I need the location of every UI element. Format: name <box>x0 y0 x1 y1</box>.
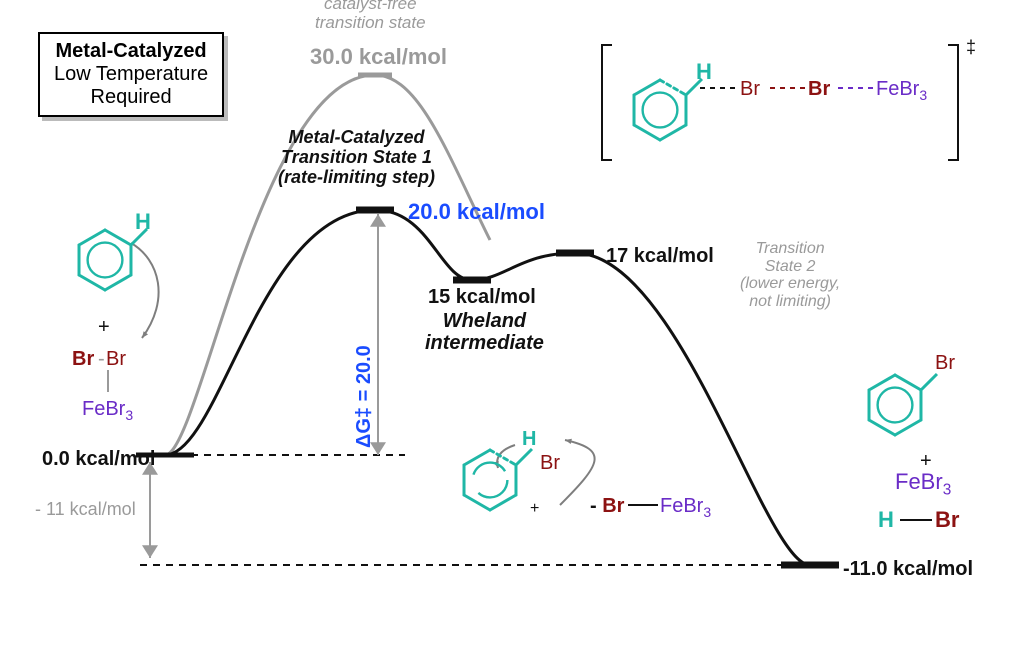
reactant-dash: - <box>98 348 105 370</box>
reactant-plus: + <box>98 316 110 338</box>
product-HBr-Br: Br <box>935 508 959 532</box>
febr3: FeBr3 <box>82 398 133 423</box>
reactant-Br1: Br <box>72 348 94 370</box>
delta-11-label: - 11 kcal/mol <box>35 500 136 520</box>
reactant-H: H <box>135 210 151 234</box>
product-H: H <box>878 508 894 532</box>
ts-Br-b: Br <box>808 78 830 100</box>
caption-intermediate: Wheland intermediate <box>425 310 544 354</box>
level-ts1 <box>356 207 394 214</box>
wheland-minus-Br: - Br <box>590 495 624 517</box>
febr3: FeBr3 <box>876 78 927 103</box>
ts-H: H <box>696 60 712 84</box>
caption-ts2: Transition State 2 (lower energy, not li… <box>740 240 840 310</box>
reactant-Br2: Br <box>106 348 126 370</box>
level-label-product: -11.0 kcal/mol <box>843 558 973 580</box>
title-box: Metal-CatalyzedLow TemperatureRequired <box>38 32 224 117</box>
level-label-ts-free: 30.0 kcal/mol <box>310 45 447 69</box>
caption-ts-free: catalyst-free transition state <box>315 0 426 32</box>
level-label-ts1: 20.0 kcal/mol <box>408 200 545 224</box>
wheland-H: H <box>522 428 536 450</box>
level-ts2 <box>556 250 594 257</box>
level-label-intermediate: 15 kcal/mol <box>428 286 536 308</box>
level-ts-free <box>358 73 392 78</box>
febr3: FeBr3 <box>660 495 711 520</box>
double-dagger: ‡ <box>966 38 976 58</box>
mech-arrow-0 <box>131 243 159 338</box>
level-intermediate <box>453 277 491 284</box>
level-label-reactant: 0.0 kcal/mol <box>42 448 155 470</box>
caption-ts1: Metal-Catalyzed Transition State 1 (rate… <box>278 128 435 187</box>
wheland-Br: Br <box>540 452 560 474</box>
product-Br: Br <box>935 352 955 374</box>
wheland-plus: + <box>530 500 539 518</box>
level-product <box>781 562 839 569</box>
dG-label: ΔG‡ = 20.0 <box>353 345 375 448</box>
level-label-ts2: 17 kcal/mol <box>606 245 714 267</box>
febr3: FeBr3 <box>895 470 951 499</box>
ts-Br-a: Br <box>740 78 760 100</box>
